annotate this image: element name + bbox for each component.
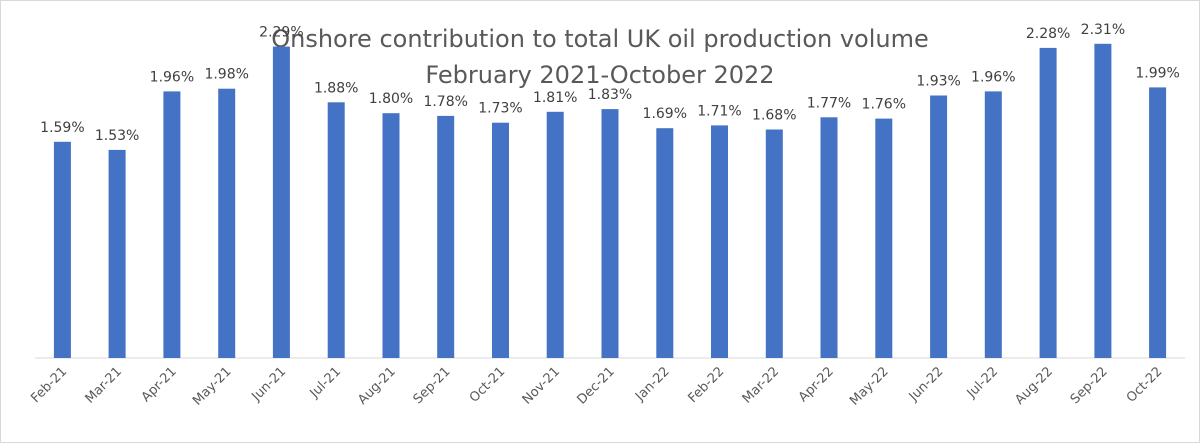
- x-tick-apr-21: Apr-21: [139, 364, 180, 405]
- data-label-sep-21: 1.78%: [423, 94, 467, 110]
- data-label-jul-21: 1.88%: [314, 80, 358, 96]
- bar-dec-21: [601, 109, 619, 358]
- bar-jul-21: [327, 102, 345, 358]
- data-label-may-22: 1.76%: [862, 97, 906, 113]
- x-tick-mar-22: Mar-22: [740, 364, 782, 406]
- x-tick-jun-22: Jun-22: [906, 364, 947, 405]
- chart-subtitle: February 2021-October 2022: [425, 61, 774, 89]
- bar-mar-21: [108, 149, 126, 358]
- data-label-jun-21: 2.29%: [259, 25, 303, 41]
- data-label-aug-22: 2.28%: [1026, 26, 1070, 42]
- x-tick-jun-21: Jun-21: [249, 364, 290, 405]
- x-tick-feb-21: Feb-21: [28, 364, 70, 406]
- x-tick-may-21: May-21: [190, 364, 234, 408]
- bar-jan-22: [656, 128, 674, 358]
- data-label-aug-21: 1.80%: [369, 91, 413, 107]
- bar-aug-21: [382, 113, 400, 358]
- x-tick-sep-22: Sep-22: [1068, 364, 1111, 407]
- data-label-jun-22: 1.93%: [916, 74, 960, 90]
- x-tick-dec-21: Dec-21: [574, 364, 617, 407]
- data-label-oct-21: 1.73%: [478, 101, 522, 117]
- x-tick-jul-22: Jul-22: [964, 364, 1001, 401]
- bars-group: [53, 43, 1167, 359]
- data-label-may-21: 1.98%: [204, 67, 248, 83]
- bar-aug-22: [1039, 47, 1057, 359]
- x-tick-jul-21: Jul-21: [307, 364, 344, 401]
- bar-sep-21: [437, 115, 455, 359]
- x-tick-nov-21: Nov-21: [520, 364, 563, 407]
- data-label-mar-22: 1.68%: [752, 108, 796, 124]
- x-tick-mar-21: Mar-21: [83, 364, 125, 406]
- bar-jun-22: [930, 95, 948, 358]
- bar-apr-21: [163, 91, 181, 359]
- data-label-feb-21: 1.59%: [40, 120, 84, 136]
- x-tick-oct-21: Oct-21: [467, 364, 509, 406]
- bar-may-21: [218, 88, 236, 358]
- x-tick-labels-group: Feb-21 Mar-21 Apr-21 May-21 Jun-21 Jul-21 Aug-…: [28, 364, 1165, 408]
- x-tick-aug-21: Aug-21: [355, 364, 399, 408]
- bar-jul-22: [984, 91, 1002, 359]
- data-label-dec-21: 1.83%: [588, 87, 632, 103]
- data-label-jan-22: 1.69%: [643, 106, 687, 122]
- bar-jun-21: [272, 46, 290, 358]
- x-tick-apr-22: Apr-22: [796, 364, 837, 405]
- x-tick-oct-22: Oct-22: [1124, 364, 1166, 406]
- data-label-nov-21: 1.81%: [533, 90, 577, 106]
- bar-apr-22: [820, 117, 838, 358]
- bar-oct-21: [492, 122, 509, 358]
- bar-may-22: [875, 118, 893, 358]
- bar-feb-22: [711, 125, 728, 359]
- data-label-mar-21: 1.53%: [95, 128, 139, 144]
- data-label-apr-22: 1.77%: [807, 95, 851, 111]
- bar-mar-22: [765, 129, 783, 358]
- data-label-apr-21: 1.96%: [150, 69, 194, 85]
- data-label-feb-22: 1.71%: [697, 103, 741, 119]
- x-tick-aug-22: Aug-22: [1012, 364, 1056, 408]
- x-tick-sep-21: Sep-21: [411, 364, 454, 407]
- data-labels-group: 1.59% 1.53% 1.96% 1.98% 2.29% 1.88% 1.80% 1.78%…: [40, 22, 1180, 144]
- data-label-oct-22: 1.99%: [1135, 65, 1179, 81]
- chart-title: Onshore contribution to total UK oil pro…: [271, 25, 929, 53]
- bar-feb-21: [53, 141, 71, 358]
- data-label-jul-22: 1.96%: [971, 69, 1015, 85]
- x-tick-may-22: May-22: [847, 364, 891, 408]
- data-label-sep-22: 2.31%: [1081, 22, 1125, 38]
- x-tick-feb-22: Feb-22: [685, 364, 727, 406]
- bar-nov-21: [546, 111, 564, 358]
- x-tick-jan-22: Jan-22: [632, 364, 673, 405]
- bar-sep-22: [1094, 43, 1112, 359]
- bar-oct-22: [1149, 87, 1167, 359]
